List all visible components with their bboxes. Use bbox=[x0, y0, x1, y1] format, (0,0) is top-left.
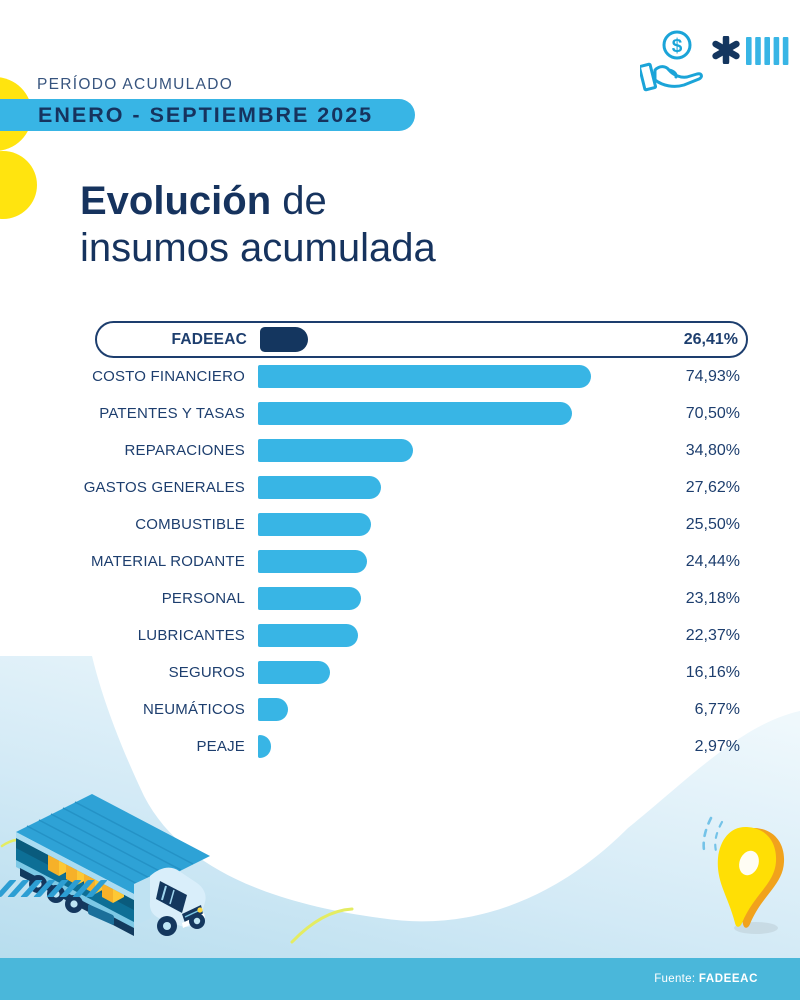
hatch-marks bbox=[0, 880, 108, 897]
chart-row: GASTOS GENERALES 27,62% bbox=[83, 469, 748, 506]
value-label: 26,41% bbox=[683, 330, 738, 348]
bar bbox=[258, 735, 271, 758]
bar-track bbox=[258, 439, 662, 462]
bar-track bbox=[258, 365, 662, 388]
value-label: 74,93% bbox=[685, 367, 740, 385]
category-label: PERSONAL bbox=[161, 590, 245, 607]
bar bbox=[258, 439, 413, 462]
bar-chart: FADEEAC 26,41% COSTO FINANCIERO 74,93% P… bbox=[83, 321, 748, 765]
period-value: ENERO - SEPTIEMBRE 2025 bbox=[38, 102, 374, 127]
chart-row: COSTO FINANCIERO 74,93% bbox=[92, 358, 748, 395]
title-line-2: insumos acumulada bbox=[80, 225, 436, 270]
value-label: 2,97% bbox=[694, 737, 740, 755]
bar bbox=[258, 476, 381, 499]
page-title: Evolución de insumos acumulada bbox=[80, 178, 436, 272]
tally-bars-icon bbox=[746, 37, 789, 65]
chart-row: LUBRICANTES 22,37% bbox=[95, 617, 748, 654]
bar bbox=[258, 624, 358, 647]
category-label: SEGUROS bbox=[168, 664, 245, 681]
bar bbox=[258, 365, 591, 388]
svg-text:$: $ bbox=[672, 36, 683, 57]
value-label: 27,62% bbox=[685, 478, 740, 496]
chart-row: PEAJE 2,97% bbox=[95, 728, 748, 765]
category-label: COMBUSTIBLE bbox=[135, 516, 245, 533]
chart-row: SEGUROS 16,16% bbox=[95, 654, 748, 691]
bar bbox=[258, 513, 371, 536]
value-label: 24,44% bbox=[685, 552, 740, 570]
chart-row: MATERIAL RODANTE 24,44% bbox=[90, 543, 748, 580]
source-name: FADEEAC bbox=[698, 973, 758, 985]
title-emphasis: Evolución bbox=[80, 179, 272, 223]
category-label: MATERIAL RODANTE bbox=[90, 553, 245, 570]
bar-track bbox=[258, 735, 662, 758]
bar bbox=[260, 327, 308, 352]
bar-track bbox=[258, 402, 662, 425]
asterisk-icon bbox=[712, 36, 740, 64]
chart-row: NEUMÁTICOS 6,77% bbox=[95, 691, 748, 728]
header-icons: $ bbox=[640, 28, 795, 98]
chart-row: PATENTES Y TASAS 70,50% bbox=[95, 395, 748, 432]
map-pin-icon bbox=[702, 816, 785, 934]
chart-row: COMBUSTIBLE 25,50% bbox=[95, 506, 748, 543]
category-label: LUBRICANTES bbox=[137, 627, 245, 644]
source-prefix: Fuente: bbox=[654, 973, 696, 985]
bottom-band: Fuente: FADEEAC bbox=[0, 958, 800, 1000]
chart-row: PERSONAL 23,18% bbox=[95, 580, 748, 617]
bar bbox=[258, 550, 367, 573]
chart-row: FADEEAC 26,41% bbox=[95, 321, 748, 358]
bar-track bbox=[258, 513, 662, 536]
bar-track bbox=[260, 327, 660, 352]
chart-rows: FADEEAC 26,41% COSTO FINANCIERO 74,93% P… bbox=[83, 321, 748, 765]
category-label: FADEEAC bbox=[171, 330, 247, 348]
category-label: PEAJE bbox=[196, 738, 245, 755]
yellow-arc-large bbox=[290, 907, 354, 944]
value-label: 25,50% bbox=[685, 515, 740, 533]
category-label: COSTO FINANCIERO bbox=[92, 368, 245, 385]
value-label: 6,77% bbox=[694, 700, 740, 718]
bar-track bbox=[258, 476, 662, 499]
truck-illustration bbox=[16, 794, 210, 936]
category-label: PATENTES Y TASAS bbox=[99, 405, 245, 422]
source-note: Fuente: FADEEAC bbox=[654, 973, 758, 985]
value-label: 22,37% bbox=[685, 626, 740, 644]
bar-track bbox=[258, 698, 662, 721]
period-value-pill: ENERO - SEPTIEMBRE 2025 bbox=[0, 99, 415, 131]
bar bbox=[258, 402, 572, 425]
category-label: REPARACIONES bbox=[124, 442, 245, 459]
bar-track bbox=[258, 661, 662, 684]
period-label: PERÍODO ACUMULADO bbox=[37, 76, 234, 93]
bar-track bbox=[258, 550, 662, 573]
hand-coin-icon: $ bbox=[640, 30, 703, 92]
yellow-circle-bottom bbox=[0, 151, 37, 219]
value-label: 16,16% bbox=[685, 663, 740, 681]
value-label: 23,18% bbox=[685, 589, 740, 607]
bar bbox=[258, 698, 288, 721]
value-label: 34,80% bbox=[685, 441, 740, 459]
title-line-1: Evolución de bbox=[80, 178, 436, 225]
category-label: GASTOS GENERALES bbox=[83, 479, 245, 496]
bar-track bbox=[258, 587, 662, 610]
category-label: NEUMÁTICOS bbox=[142, 701, 245, 718]
bar bbox=[258, 661, 330, 684]
truck-cab bbox=[134, 867, 206, 936]
title-rest: de bbox=[271, 179, 327, 223]
bar-track bbox=[258, 624, 662, 647]
value-label: 70,50% bbox=[685, 404, 740, 422]
chart-row: REPARACIONES 34,80% bbox=[95, 432, 748, 469]
bar bbox=[258, 587, 361, 610]
